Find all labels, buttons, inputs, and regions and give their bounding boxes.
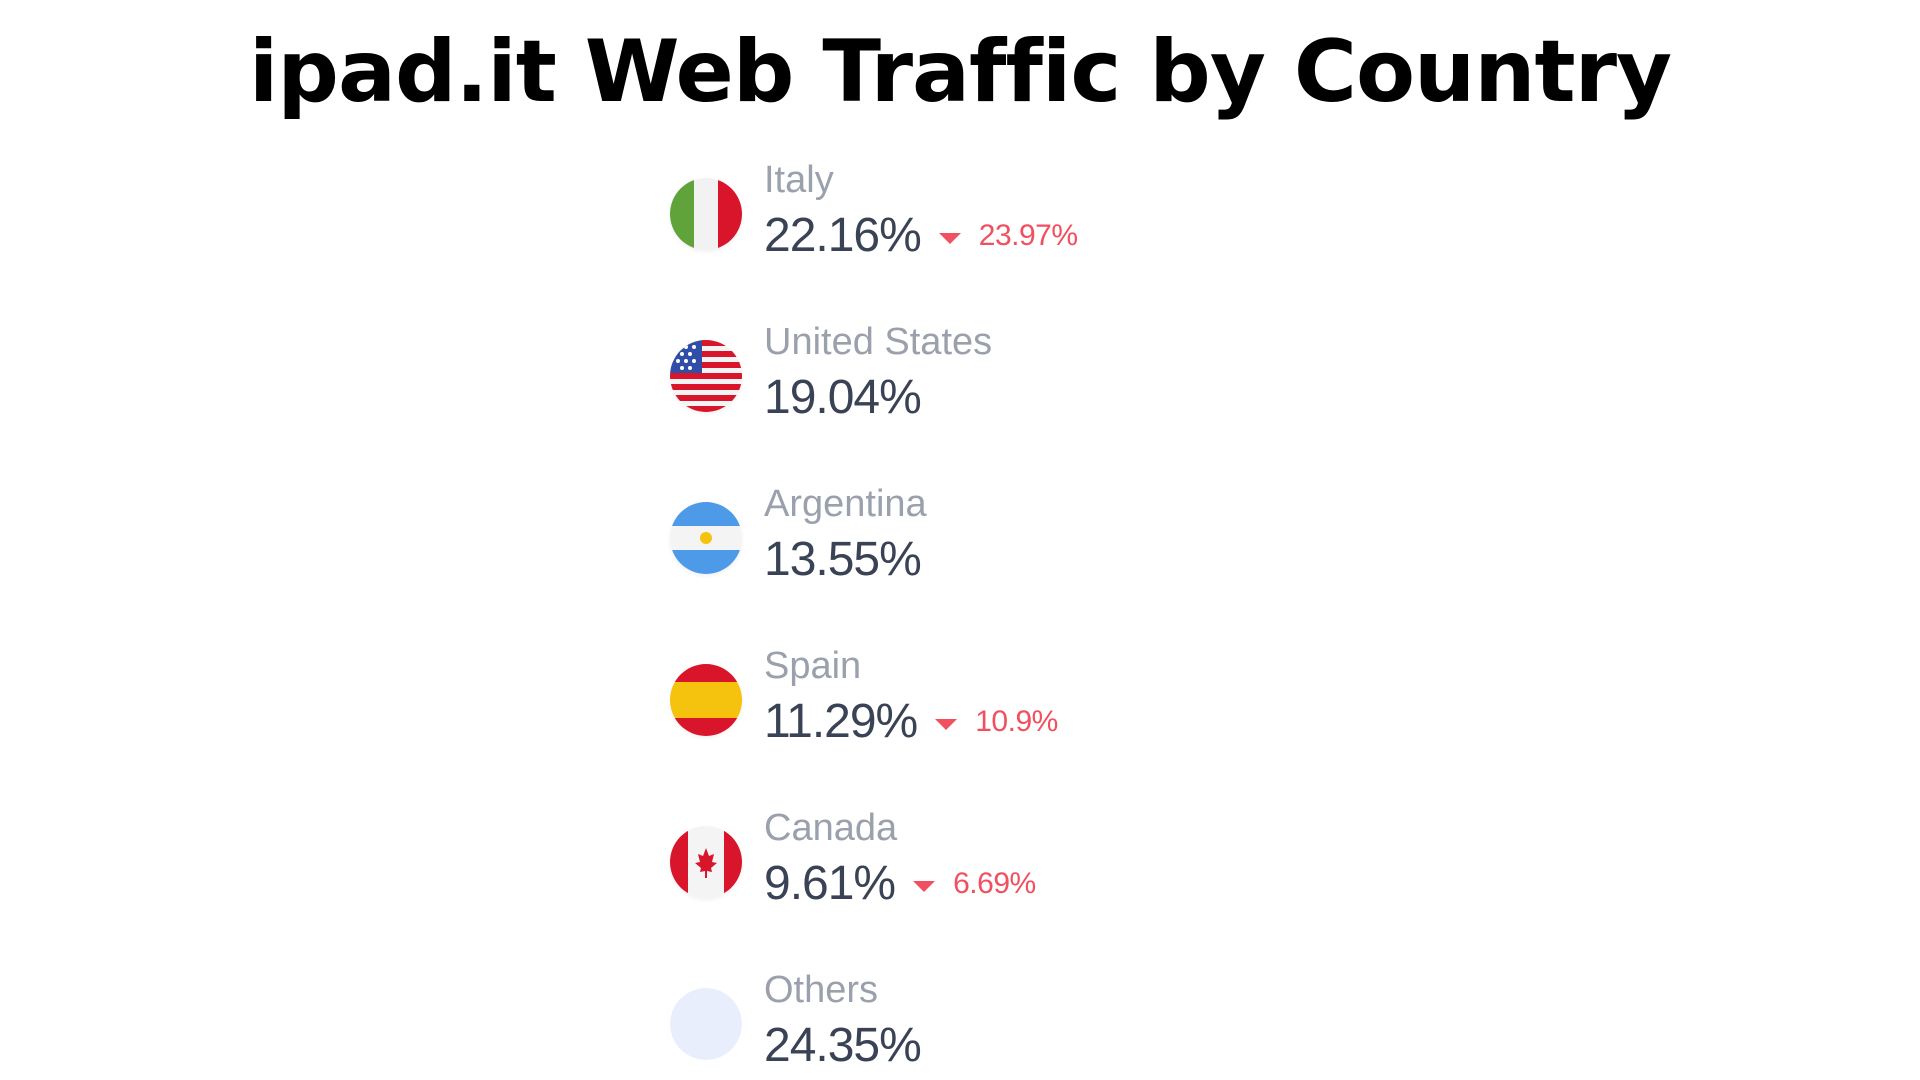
country-traffic-list: Italy 22.16% 23.97% [670, 158, 1190, 1080]
change-indicator: 10.9% [935, 705, 1058, 739]
country-row: United States 19.04% [670, 320, 1190, 482]
down-arrow-icon [913, 880, 936, 892]
country-row: Canada 9.61% 6.69% [670, 806, 1190, 968]
others-placeholder-icon [670, 988, 742, 1060]
country-name: Italy [764, 159, 834, 201]
traffic-share: 9.61% [764, 857, 896, 910]
canada-flag-icon [670, 826, 742, 898]
down-arrow-icon [938, 232, 961, 244]
change-indicator: 6.69% [913, 867, 1036, 901]
country-name: United States [764, 321, 993, 363]
down-arrow-icon [935, 718, 958, 730]
traffic-share: 19.04% [764, 371, 922, 424]
traffic-share: 24.35% [764, 1019, 922, 1072]
country-row: Italy 22.16% 23.97% [670, 158, 1190, 320]
country-name: Canada [764, 807, 898, 849]
country-row: Argentina 13.55% [670, 482, 1190, 644]
traffic-share: 22.16% [764, 209, 922, 262]
italy-flag-icon [670, 178, 742, 250]
united-states-flag-icon [670, 340, 742, 412]
chart-title: ipad.it Web Traffic by Country [248, 22, 1672, 122]
change-value: 23.97% [978, 219, 1078, 252]
country-name: Others [764, 969, 879, 1011]
change-indicator: 23.97% [938, 219, 1078, 253]
country-name: Spain [764, 645, 862, 687]
country-row: Others 24.35% [670, 968, 1190, 1080]
change-value: 10.9% [975, 705, 1058, 738]
argentina-flag-icon [670, 502, 742, 574]
traffic-share: 11.29% [764, 695, 918, 748]
country-row: Spain 11.29% 10.9% [670, 644, 1190, 806]
country-name: Argentina [764, 483, 927, 525]
change-value: 6.69% [953, 867, 1036, 900]
spain-flag-icon [670, 664, 742, 736]
traffic-share: 13.55% [764, 533, 922, 586]
